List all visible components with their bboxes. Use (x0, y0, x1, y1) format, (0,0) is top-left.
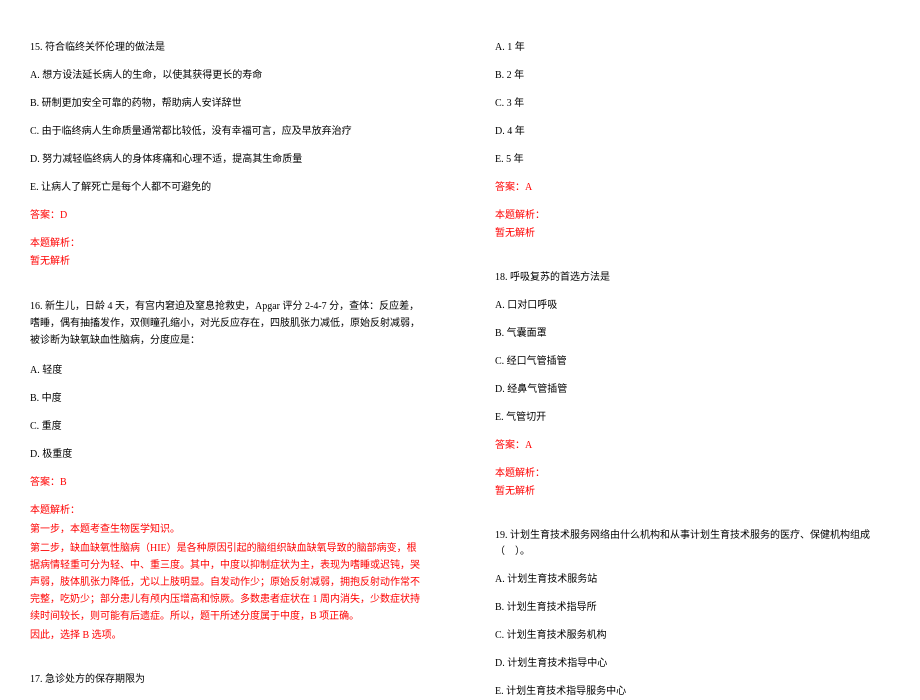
right-column: A. 1 年 B. 2 年 C. 3 年 D. 4 年 E. 5 年 答案：A … (460, 0, 920, 651)
q15-opt-e: E. 让病人了解死亡是每个人都不可避免的 (30, 180, 425, 196)
q19-stem: 19. 计划生育技术服务网络由什么机构和从事计划生育技术服务的医疗、保健机构组成… (495, 528, 890, 560)
q16-opt-a: A. 轻度 (30, 363, 425, 379)
exam-page: 15. 符合临终关怀伦理的做法是 A. 想方设法延长病人的生命，以使其获得更长的… (0, 0, 920, 651)
q18-opt-e: E. 气管切开 (495, 410, 890, 426)
q16-explain-2: 第二步，缺血缺氧性脑病（HIE）是各种原因引起的脑组织缺血缺氧导致的脑部病变，根… (30, 540, 425, 625)
q15-explain-none: 暂无解析 (30, 254, 425, 270)
q16-answer: 答案：B (30, 475, 425, 491)
q16-stem: 16. 新生儿，日龄 4 天，有宫内窘迫及窒息抢救史，Apgar 评分 2-4-… (30, 298, 425, 349)
q15-explain-label: 本题解析： (30, 236, 425, 252)
q15-opt-c: C. 由于临终病人生命质量通常都比较低，没有幸福可言，应及早放弃治疗 (30, 124, 425, 140)
q17-explain-none: 暂无解析 (495, 226, 890, 242)
q16-opt-c: C. 重度 (30, 419, 425, 435)
q18-explain-label: 本题解析： (495, 466, 890, 482)
q18-stem: 18. 呼吸复苏的首选方法是 (495, 270, 890, 286)
q16-opt-b: B. 中度 (30, 391, 425, 407)
q16-explain-1: 第一步，本题考查生物医学知识。 (30, 521, 425, 538)
q17-explain-label: 本题解析： (495, 208, 890, 224)
q15-answer: 答案：D (30, 208, 425, 224)
q17-opt-c: C. 3 年 (495, 96, 890, 112)
left-column: 15. 符合临终关怀伦理的做法是 A. 想方设法延长病人的生命，以使其获得更长的… (0, 0, 460, 651)
q17-opt-a: A. 1 年 (495, 40, 890, 56)
q15-opt-a: A. 想方设法延长病人的生命，以使其获得更长的寿命 (30, 68, 425, 84)
q15-stem: 15. 符合临终关怀伦理的做法是 (30, 40, 425, 56)
q15-opt-d: D. 努力减轻临终病人的身体疼痛和心理不适，提高其生命质量 (30, 152, 425, 168)
q17-answer: 答案：A (495, 180, 890, 196)
q18-opt-d: D. 经鼻气管插管 (495, 382, 890, 398)
q18-explain-none: 暂无解析 (495, 484, 890, 500)
q18-opt-c: C. 经口气管插管 (495, 354, 890, 370)
q17-opt-d: D. 4 年 (495, 124, 890, 140)
q19-opt-e: E. 计划生育技术指导服务中心 (495, 684, 890, 700)
q19-opt-a: A. 计划生育技术服务站 (495, 572, 890, 588)
q16-explain-label: 本题解析： (30, 503, 425, 519)
q17-opt-e: E. 5 年 (495, 152, 890, 168)
q15-opt-b: B. 研制更加安全可靠的药物，帮助病人安详辞世 (30, 96, 425, 112)
q17-opt-b: B. 2 年 (495, 68, 890, 84)
q19-opt-b: B. 计划生育技术指导所 (495, 600, 890, 616)
q17-stem: 17. 急诊处方的保存期限为 (30, 672, 425, 688)
q16-explain-3: 因此，选择 B 选项。 (30, 627, 425, 644)
q18-opt-b: B. 气囊面罩 (495, 326, 890, 342)
q18-opt-a: A. 口对口呼吸 (495, 298, 890, 314)
q16-opt-d: D. 极重度 (30, 447, 425, 463)
q19-opt-c: C. 计划生育技术服务机构 (495, 628, 890, 644)
q18-answer: 答案：A (495, 438, 890, 454)
q19-opt-d: D. 计划生育技术指导中心 (495, 656, 890, 672)
